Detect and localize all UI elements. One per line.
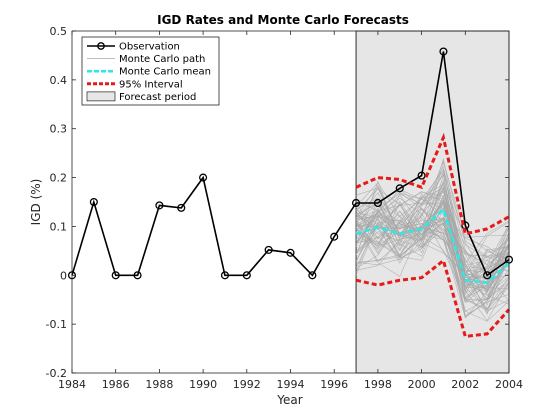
x-tick-label: 1992 — [233, 378, 261, 391]
monte-carlo-path — [356, 217, 510, 313]
monte-carlo-path — [355, 185, 510, 300]
y-tick-label: 0.3 — [50, 123, 68, 136]
x-tick-label: 2000 — [408, 378, 436, 391]
monte-carlo-path — [355, 201, 510, 310]
y-tick-label: 0 — [60, 269, 67, 282]
x-tick-label: 1986 — [102, 378, 130, 391]
interval-lower-line — [355, 258, 511, 339]
observation-point — [373, 198, 382, 208]
x-axis-title: Year — [276, 393, 302, 407]
observation-point — [177, 203, 186, 212]
observation-point — [89, 197, 98, 207]
chart-title: IGD Rates and Monte Carlo Forecasts — [157, 13, 409, 27]
monte-carlo-path — [355, 227, 510, 312]
legend-label: Monte Carlo path — [119, 54, 205, 65]
y-tick-label: -0.1 — [46, 318, 67, 331]
x-tick-label: 1984 — [58, 378, 86, 391]
x-tick-label: 1996 — [320, 378, 348, 391]
observation-point — [483, 271, 492, 280]
y-axis-title: IGD (%) — [29, 179, 43, 226]
monte-carlo-path — [355, 212, 510, 280]
monte-carlo-path — [355, 214, 510, 276]
legend-label: Monte Carlo mean — [119, 67, 211, 78]
monte-carlo-path — [355, 168, 510, 258]
interval-upper-line — [355, 132, 510, 236]
x-tick-label: 1990 — [189, 378, 217, 391]
monte-carlo-path — [356, 181, 510, 272]
observation-point — [133, 271, 142, 280]
legend-marker-observation — [97, 42, 105, 50]
monte-carlo-path — [355, 213, 510, 303]
observation-point — [286, 248, 295, 257]
monte-carlo-path — [356, 184, 510, 238]
y-tick-label: 0.4 — [50, 74, 68, 87]
y-tick-label: 0.5 — [50, 25, 68, 38]
observation-point — [351, 198, 361, 208]
monte-carlo-path — [355, 229, 510, 319]
observation-point — [242, 271, 251, 280]
x-tick-label: 1994 — [277, 378, 305, 391]
observation-point — [220, 271, 230, 280]
monte-carlo-path — [356, 210, 510, 279]
observation-point — [330, 232, 339, 241]
legend-label: Observation — [119, 42, 180, 53]
monte-carlo-path — [355, 172, 510, 294]
observation-point — [439, 47, 448, 56]
monte-carlo-path — [356, 220, 510, 292]
y-tick-label: 0.2 — [50, 172, 68, 185]
x-tick-label: 1988 — [145, 378, 173, 391]
monte-carlo-path — [355, 174, 510, 292]
monte-carlo-path — [355, 185, 510, 273]
monte-carlo-path — [355, 223, 510, 305]
observation-point — [308, 271, 317, 280]
y-tick-label: -0.2 — [46, 367, 67, 380]
y-tick-label: 0.1 — [50, 220, 68, 233]
x-tick-label: 2002 — [451, 378, 479, 391]
legend-swatch-forecast-period — [86, 91, 116, 102]
monte-carlo-path — [356, 222, 510, 322]
monte-carlo-path — [355, 216, 510, 296]
observation-point — [264, 245, 273, 254]
observation-point — [155, 201, 164, 210]
observation-point — [111, 271, 120, 280]
legend-label: Forecast period — [119, 92, 196, 103]
legend-label: 95% Interval — [119, 79, 183, 90]
monte-carlo-path — [356, 210, 510, 311]
x-tick-label: 2004 — [495, 378, 523, 391]
monte-carlo-path — [355, 184, 510, 262]
observation-point — [417, 171, 426, 180]
observation-point — [395, 184, 404, 193]
observation-line — [71, 51, 510, 277]
monte-carlo-mean-line — [355, 206, 510, 284]
observation-point — [199, 173, 208, 182]
x-tick-label: 1998 — [364, 378, 392, 391]
monte-carlo-path — [356, 187, 510, 264]
